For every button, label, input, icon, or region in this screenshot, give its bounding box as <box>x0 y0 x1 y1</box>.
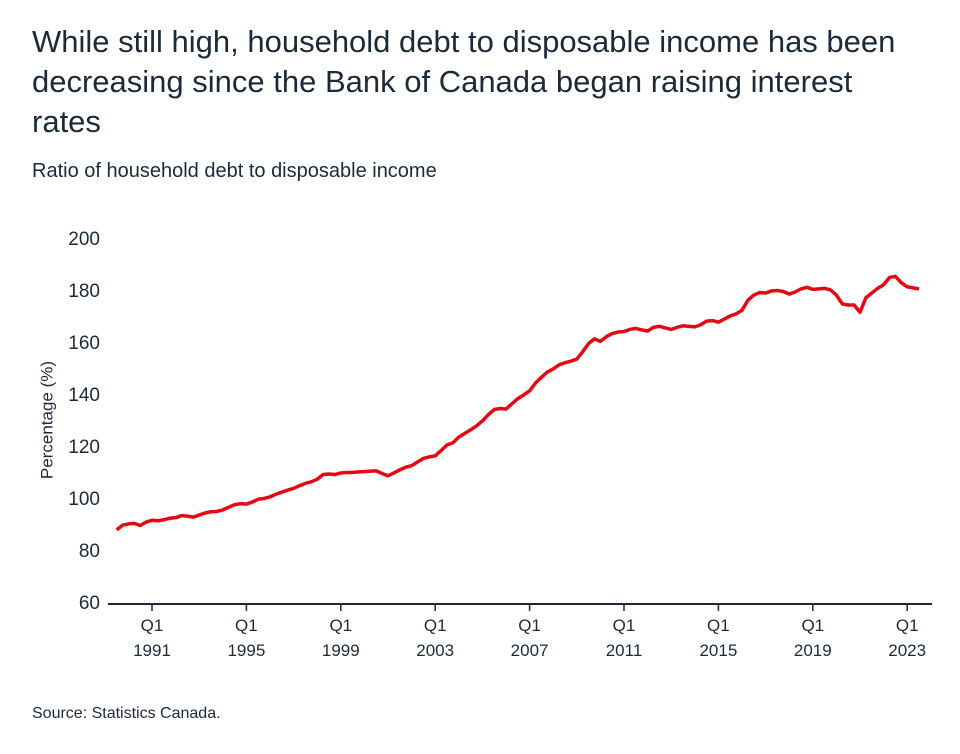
chart-subtitle: Ratio of household debt to disposable in… <box>32 160 437 182</box>
y-tick-label: 100 <box>68 489 100 510</box>
x-tick-label: Q1 2011 <box>605 616 643 660</box>
x-tick-label: Q1 2015 <box>699 616 738 660</box>
y-tick-label: 80 <box>79 541 100 562</box>
x-tick-label: Q1 1991 <box>133 616 171 660</box>
y-axis-label: Percentage (%) <box>37 361 56 479</box>
x-tick-label: Q1 2023 <box>888 616 927 660</box>
x-tick-label: Q1 2007 <box>510 616 549 660</box>
x-tick-label: Q1 2003 <box>416 616 455 660</box>
x-tick-label: Q1 1999 <box>321 616 360 660</box>
y-tick-label: 120 <box>68 437 100 458</box>
y-tick-label: 160 <box>68 333 100 354</box>
source-note: Source: Statistics Canada. <box>32 705 221 722</box>
chart-title: While still high, household debt to disp… <box>32 24 896 139</box>
y-tick-label: 200 <box>68 229 100 250</box>
y-tick-label: 180 <box>68 281 100 302</box>
y-tick-label: 140 <box>68 385 100 406</box>
y-tick-label: 60 <box>79 593 100 614</box>
data-line <box>115 274 920 532</box>
x-tick-label: Q1 1995 <box>227 616 266 660</box>
x-tick-label: Q1 2019 <box>793 616 832 660</box>
